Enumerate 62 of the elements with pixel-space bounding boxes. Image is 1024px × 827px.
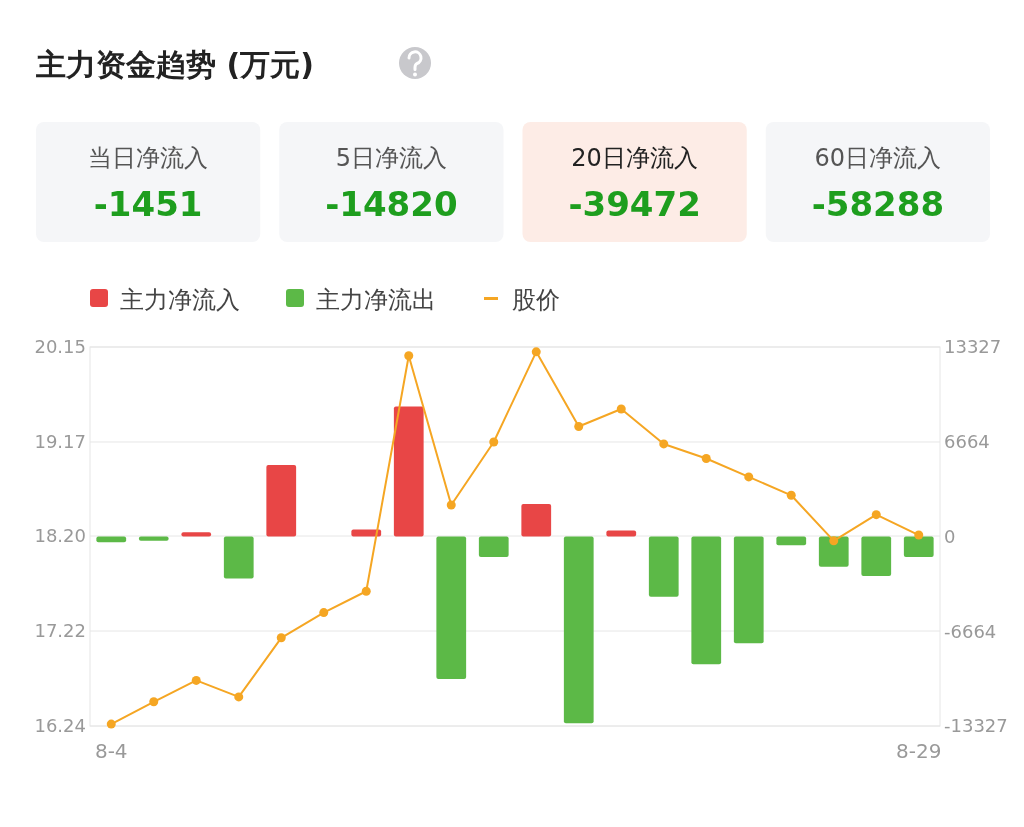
text: 20日净流入 <box>571 144 698 172</box>
point <box>914 530 924 540</box>
text: 5日净流入 <box>335 144 448 172</box>
legend-label: 主力净流出 <box>316 286 436 314</box>
point <box>489 437 499 447</box>
point <box>531 347 541 357</box>
point <box>404 351 414 361</box>
legend-label: 股价 <box>512 286 560 314</box>
point <box>319 608 329 618</box>
point <box>659 439 669 449</box>
y-tick-label: 16.24 <box>34 715 86 737</box>
y-tick-label: 20.15 <box>34 336 86 358</box>
bar <box>478 536 509 558</box>
bar <box>351 529 382 537</box>
point <box>871 510 881 520</box>
y2-tick-label: 0 <box>944 525 956 547</box>
bar <box>861 536 892 577</box>
text: -58288 <box>811 184 945 224</box>
bar <box>436 536 467 680</box>
bar <box>223 536 254 579</box>
point <box>106 719 116 729</box>
bar <box>733 536 764 644</box>
point <box>701 453 711 463</box>
y2-tick-label: 6664 <box>944 431 990 453</box>
text: 当日净流入 <box>88 144 209 172</box>
text: -1451 <box>93 184 203 224</box>
point <box>234 692 244 702</box>
x-tick-label: 8-29 <box>896 739 942 763</box>
bar <box>181 532 212 537</box>
point <box>446 500 456 510</box>
bar <box>138 536 169 541</box>
text: -14820 <box>325 184 458 224</box>
text: 主力资金趋势 (万元) <box>35 47 314 82</box>
bar <box>818 536 849 567</box>
text: -39472 <box>568 184 701 224</box>
x-tick-label: 8-4 <box>94 739 128 763</box>
bar <box>691 536 722 665</box>
y2-tick-label: 13327 <box>944 336 1002 358</box>
bar <box>648 536 679 597</box>
point <box>276 633 286 643</box>
y2-tick-label: -13327 <box>944 715 1008 737</box>
point <box>149 697 159 707</box>
bar <box>903 536 934 558</box>
y2-tick-label: -6664 <box>944 620 997 642</box>
point <box>829 536 839 546</box>
text: 60日净流入 <box>814 144 942 172</box>
bar <box>776 536 807 546</box>
bar <box>393 406 424 537</box>
y-tick-label: 18.20 <box>34 525 86 547</box>
point <box>616 404 626 414</box>
bar <box>606 530 637 537</box>
point <box>786 490 796 500</box>
y-tick-label: 19.17 <box>34 431 86 453</box>
bar <box>521 503 552 537</box>
legend-label: 主力净流入 <box>120 286 240 314</box>
bar <box>563 536 594 724</box>
bar <box>266 464 297 537</box>
point <box>191 675 201 685</box>
point <box>744 472 754 482</box>
point <box>361 586 371 596</box>
y-tick-label: 17.22 <box>34 620 86 642</box>
point <box>574 421 584 431</box>
